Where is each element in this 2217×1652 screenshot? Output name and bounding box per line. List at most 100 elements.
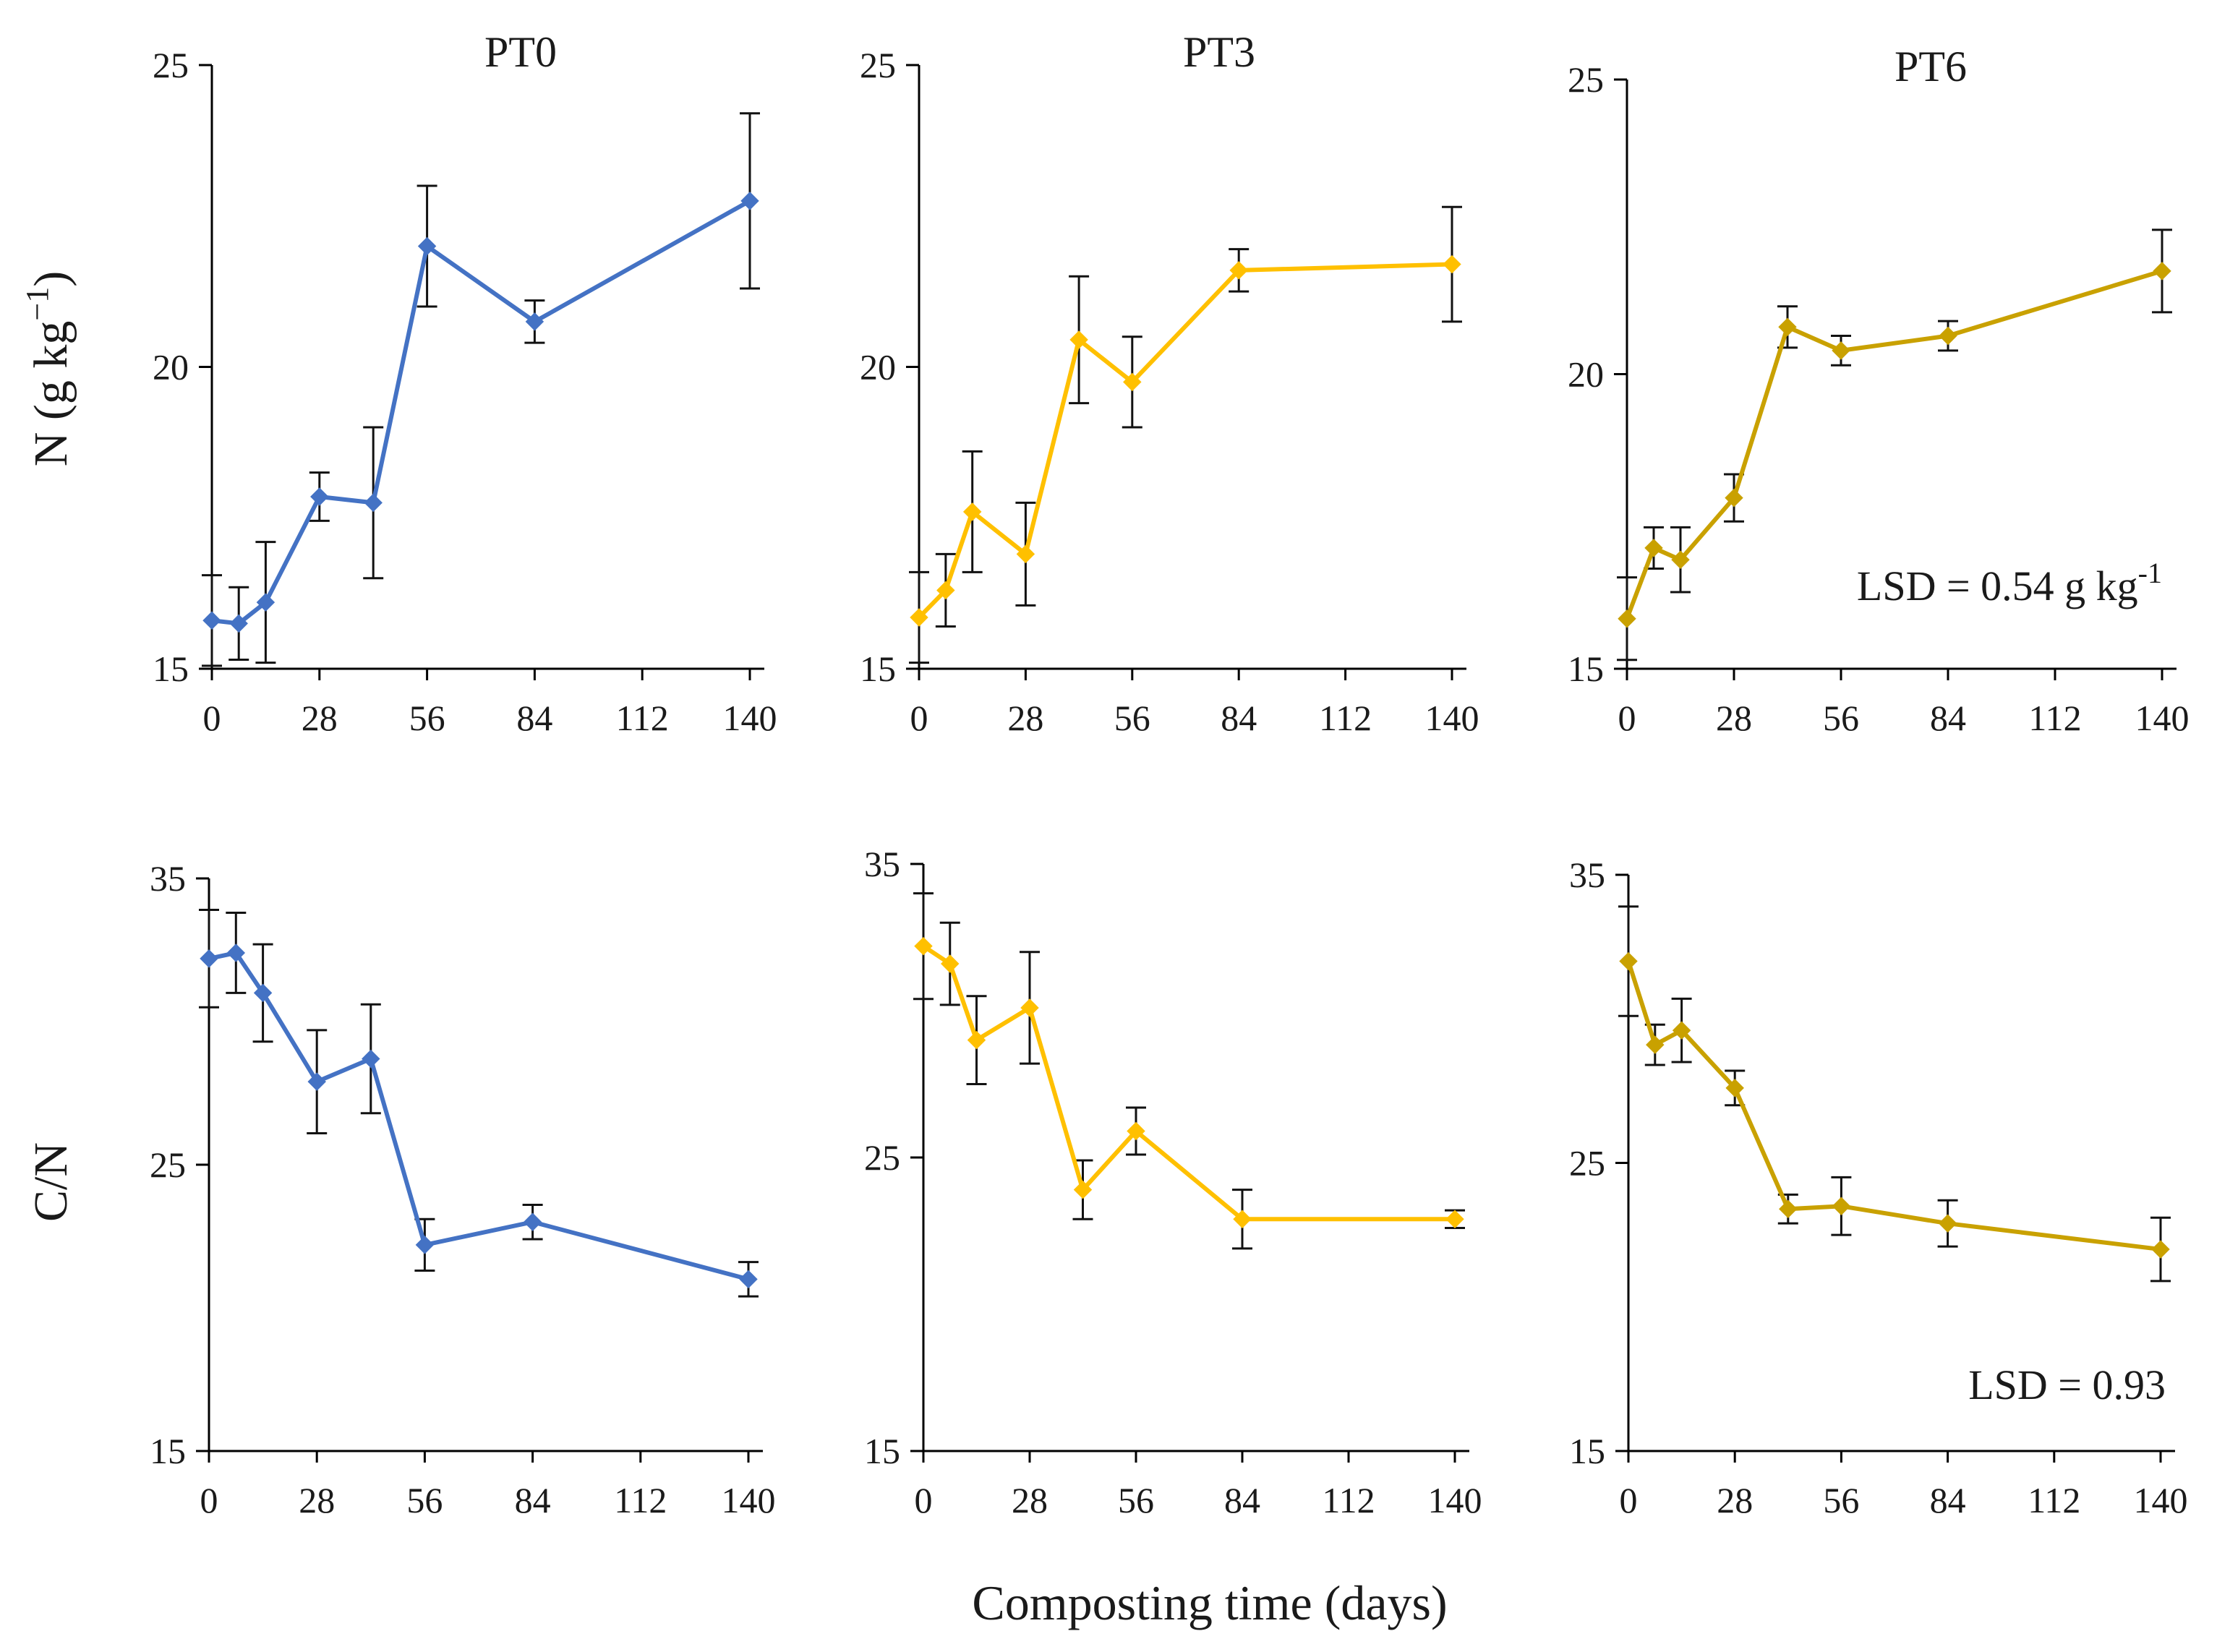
- panel-title: PT0: [484, 28, 557, 76]
- x-tick-label: 140: [2135, 698, 2190, 738]
- data-point: [229, 614, 248, 633]
- x-tick-label: 112: [614, 1480, 667, 1520]
- data-point: [417, 236, 437, 256]
- x-tick-label: 0: [1620, 1480, 1638, 1520]
- y-tick-label: 15: [1569, 1431, 1605, 1471]
- y-tick-label: 25: [150, 1144, 186, 1185]
- x-tick-label: 140: [1428, 1480, 1482, 1520]
- x-tick-label: 84: [1221, 698, 1257, 738]
- data-point: [364, 493, 383, 513]
- data-point: [415, 1236, 435, 1254]
- data-point: [2153, 262, 2171, 281]
- data-point: [310, 487, 329, 506]
- y-tick-label: 25: [1569, 1143, 1605, 1184]
- data-point: [1443, 254, 1461, 274]
- x-tick-label: 56: [1114, 698, 1150, 738]
- x-tick-label: 112: [1322, 1480, 1375, 1520]
- data-point: [1445, 1210, 1464, 1228]
- x-tick-label: 84: [1930, 698, 1966, 738]
- x-tick-label: 56: [409, 698, 445, 738]
- data-point: [1939, 326, 1957, 346]
- x-tick-label: 84: [1224, 1480, 1260, 1520]
- x-tick-label: 56: [1823, 698, 1859, 738]
- panel-5: 15 25 35 0 28 56 84 112 140: [864, 844, 1482, 1520]
- data-point: [1938, 1214, 1957, 1233]
- x-tick-label: 0: [915, 1480, 933, 1520]
- data-point: [1646, 1035, 1665, 1054]
- panel-4: 15 25 35 0 28 56 84 112 140: [150, 858, 776, 1520]
- data-point: [256, 593, 275, 612]
- x-tick-label: 0: [910, 698, 928, 738]
- series-line: [208, 950, 749, 1282]
- y-axis-title-n: N (g kg−1): [20, 271, 77, 466]
- data-point: [1779, 1199, 1798, 1218]
- data-point: [1618, 609, 1636, 628]
- x-tick-label: 28: [1007, 698, 1043, 738]
- x-tick-label: 28: [299, 1480, 335, 1520]
- y-tick-label: 25: [1568, 59, 1604, 100]
- panel-title: PT6: [1895, 43, 1967, 90]
- x-tick-label: 0: [1618, 698, 1636, 738]
- data-point: [1619, 951, 1638, 971]
- x-tick-label: 140: [1425, 698, 1479, 738]
- lsd-annotation: LSD = 0.54 g kg-1: [1857, 557, 2162, 609]
- y-tick-label: 35: [150, 858, 186, 899]
- panel-6: 15 25 35 0 28 56 84 112 140 LSD = 0.93: [1569, 855, 2188, 1520]
- y-tick-label: 15: [153, 649, 189, 689]
- x-tick-label: 112: [1319, 698, 1372, 738]
- y-tick-label: 15: [150, 1431, 186, 1471]
- x-axis-title: Composting time (days): [972, 1575, 1447, 1630]
- data-point: [1644, 539, 1663, 557]
- y-tick-label: 35: [864, 844, 900, 884]
- series-line: [917, 262, 1453, 620]
- x-tick-label: 56: [1118, 1480, 1154, 1520]
- x-tick-label: 0: [200, 1480, 218, 1520]
- y-tick-label: 20: [860, 347, 896, 388]
- x-tick-label: 28: [1012, 1480, 1048, 1520]
- data-point: [740, 192, 759, 210]
- x-tick-label: 84: [516, 698, 552, 738]
- data-point: [362, 1049, 380, 1069]
- x-tick-label: 140: [723, 698, 777, 738]
- x-tick-label: 140: [2134, 1480, 2188, 1520]
- x-tick-label: 84: [515, 1480, 551, 1520]
- y-tick-label: 25: [860, 45, 896, 85]
- y-tick-label: 20: [1568, 354, 1604, 395]
- lsd-annotation: LSD = 0.93: [1968, 1361, 2166, 1408]
- y-tick-label: 15: [864, 1431, 900, 1471]
- y-tick-label: 15: [860, 649, 896, 689]
- y-tick-label: 20: [153, 347, 189, 388]
- panel-1: 15 20 25 0 28 56 84 112 140 PT0: [153, 28, 777, 738]
- y-tick-label: 25: [153, 45, 189, 85]
- x-tick-label: 28: [1716, 698, 1752, 738]
- x-tick-label: 28: [302, 698, 338, 738]
- panel-3: 15 20 25 0 28 56 84 112 140 PT6 LSD = 0.54 g kg-1: [1568, 43, 2190, 738]
- data-point: [200, 949, 218, 968]
- y-tick-label: 15: [1568, 649, 1604, 689]
- data-point: [523, 1212, 542, 1231]
- x-tick-label: 56: [1823, 1480, 1859, 1520]
- data-point: [1832, 341, 1850, 360]
- series-line: [1626, 960, 2161, 1252]
- y-tick-label: 35: [1569, 855, 1605, 895]
- data-point: [1832, 1197, 1851, 1216]
- x-tick-label: 56: [406, 1480, 443, 1520]
- series-line: [211, 199, 751, 626]
- x-tick-label: 140: [722, 1480, 776, 1520]
- series-line: [922, 944, 1455, 1222]
- x-tick-label: 84: [1930, 1480, 1966, 1520]
- y-axis-title-cn: C/N: [25, 1142, 77, 1222]
- panel-title: PT3: [1183, 28, 1255, 76]
- data-point: [739, 1270, 758, 1289]
- x-tick-label: 112: [616, 698, 669, 738]
- panel-2: 15 20 25 0 28 56 84 112 140 PT3: [860, 28, 1479, 738]
- data-point: [1778, 317, 1797, 337]
- x-tick-label: 112: [2028, 1480, 2080, 1520]
- x-tick-label: 0: [203, 698, 221, 738]
- x-tick-label: 112: [2028, 698, 2081, 738]
- panels: 15 20 25 0 28 56 84 112 140 PT0 15 20 25 0 28 56 84 112 14…: [150, 28, 2190, 1520]
- x-tick-label: 28: [1717, 1480, 1753, 1520]
- data-point: [202, 611, 221, 630]
- y-tick-label: 25: [864, 1137, 900, 1178]
